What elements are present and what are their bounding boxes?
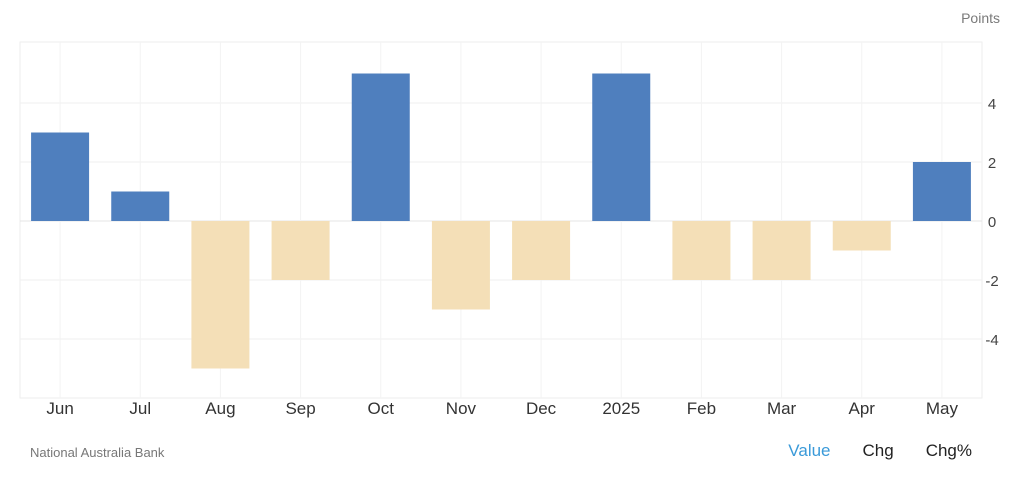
bar-feb [672, 221, 731, 280]
x-tick-label: Sep [285, 399, 315, 418]
y-tick-label: -2 [985, 273, 998, 290]
bar-jun [31, 132, 90, 221]
y-tick-label: 0 [988, 214, 996, 231]
x-tick-label: Nov [446, 399, 477, 418]
x-tick-label: Dec [526, 399, 557, 418]
bar-apr [832, 221, 891, 251]
x-tick-label: Jun [46, 399, 73, 418]
tab-chg-percent[interactable]: Chg% [925, 441, 972, 460]
x-tick-label: Oct [368, 399, 395, 418]
x-tick-label: Mar [767, 399, 797, 418]
x-tick-label: May [926, 399, 959, 418]
bar-nov [431, 221, 490, 310]
x-tick-label: Feb [687, 399, 716, 418]
bar-mar [752, 221, 811, 280]
x-tick-label: Apr [849, 399, 876, 418]
y-tick-label: 4 [988, 96, 996, 113]
source-label: National Australia Bank [30, 445, 165, 460]
bar-oct [351, 73, 410, 221]
x-tick-label: 2025 [602, 399, 640, 418]
bar-jul [111, 191, 170, 221]
tab-chg[interactable]: Chg [862, 441, 894, 460]
y-tick-label: -4 [985, 332, 998, 349]
bar-sep [271, 221, 330, 280]
x-tick-label: Aug [205, 399, 235, 418]
tab-value[interactable]: Value [788, 441, 831, 460]
bar-may [912, 162, 971, 221]
y-tick-label: 2 [988, 155, 996, 172]
plot-area [19, 41, 983, 399]
bar-2025 [592, 73, 651, 221]
bar-dec [512, 221, 571, 280]
y-axis-unit-label: Points [961, 10, 1000, 26]
bar-aug [191, 221, 250, 369]
view-tabs: Value Chg Chg% [788, 441, 972, 461]
x-tick-label: Jul [129, 399, 151, 418]
